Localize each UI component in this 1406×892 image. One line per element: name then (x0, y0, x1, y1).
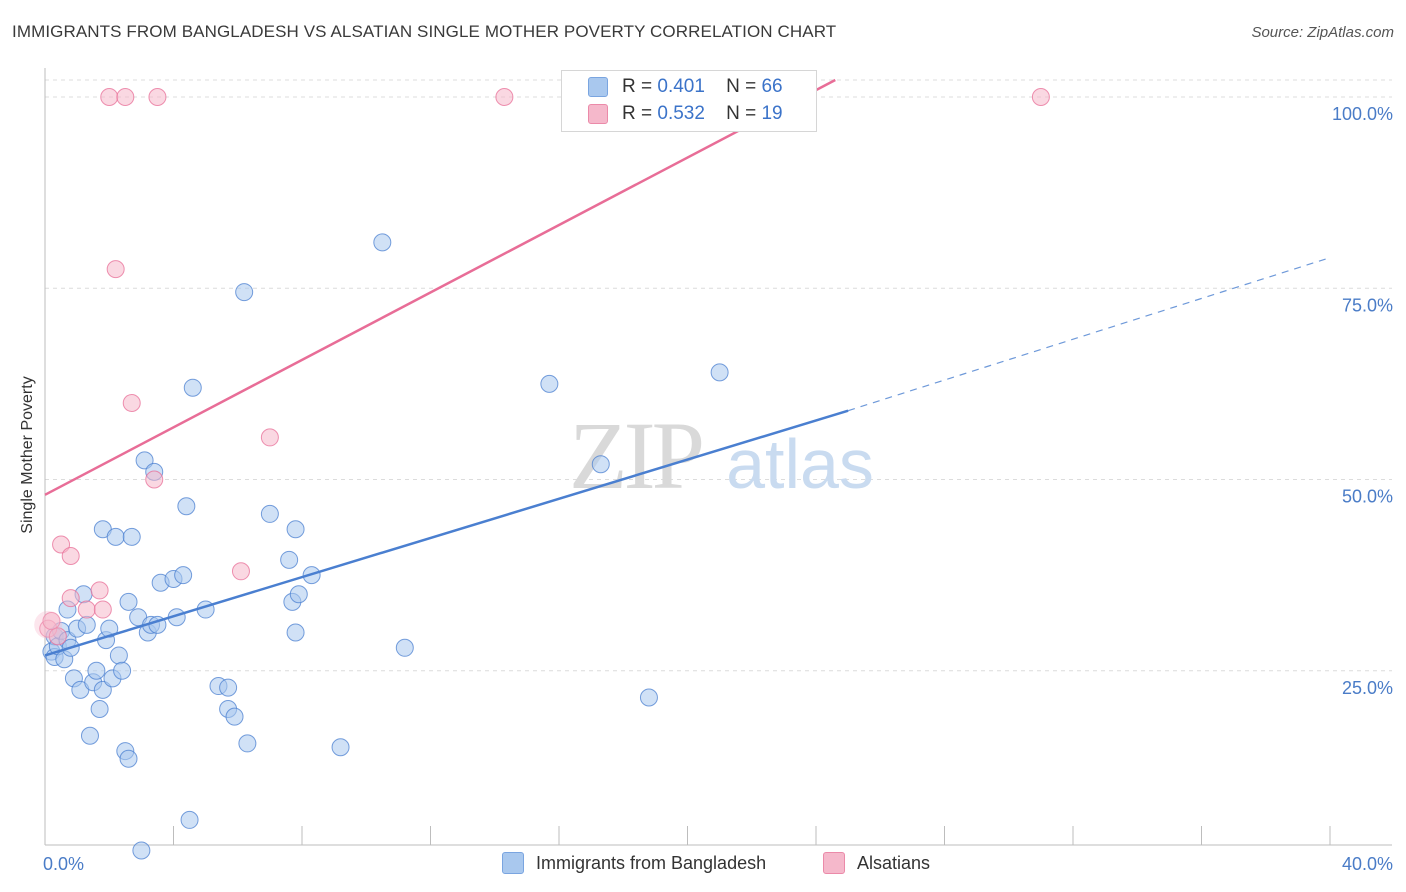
bangladesh-point (106, 527, 125, 546)
bangladesh-point (100, 619, 119, 638)
bangladesh-point (395, 638, 414, 657)
y-tick-label: 75.0% (1342, 295, 1393, 315)
axes (44, 68, 1392, 846)
alsatians-legend-label: Alsatians (857, 852, 931, 873)
bangladesh-point (113, 661, 132, 680)
r-label: R = (622, 103, 653, 124)
x-tick-label: 0.0% (43, 854, 84, 874)
alsatians-point (93, 600, 112, 619)
alsatians-point (90, 581, 109, 600)
y-tick-label: 25.0% (1342, 678, 1393, 698)
bangladesh-point (109, 646, 128, 665)
bangladesh-point (280, 550, 299, 569)
bangladesh-point (90, 700, 109, 718)
bangladesh-point (540, 374, 559, 393)
bangladesh-point (238, 734, 257, 753)
bangladesh-point (286, 520, 305, 539)
data-points (34, 88, 1050, 860)
bangladesh-point (235, 283, 254, 302)
bangladesh-point (180, 810, 199, 829)
alsatians-point (61, 547, 80, 565)
bangladesh-point (219, 678, 238, 697)
source-label: Source: ZipAtlas.com (1251, 24, 1394, 41)
legend-item-bangladesh: Immigrants from Bangladesh (502, 852, 766, 874)
alsatians-point (52, 535, 71, 554)
bangladesh-point (93, 680, 112, 699)
bangladesh-point (119, 592, 138, 611)
bangladesh-point (373, 233, 392, 252)
tick-labels: 25.0% 50.0% 75.0% 100.0% 0.0% 40.0% (43, 104, 1393, 874)
alsatians-point (148, 88, 167, 106)
bangladesh-legend-label: Immigrants from Bangladesh (536, 852, 767, 873)
alsatians-swatch (588, 104, 608, 124)
bangladesh-point (286, 623, 305, 642)
stats-row-alsatians: R = 0.532 N = 19 (588, 102, 783, 126)
bangladesh-point (289, 585, 308, 604)
alsatians-point (116, 88, 135, 106)
bangladesh-point (591, 455, 610, 474)
x-tick-label: 40.0% (1342, 854, 1393, 874)
y-tick-label: 100.0% (1332, 104, 1393, 124)
alsatians-point (34, 610, 63, 639)
r-value-alsatians: 0.532 (657, 103, 705, 124)
legend-item-alsatians: Alsatians (823, 852, 930, 874)
bangladesh-point (177, 497, 196, 516)
alsatians-point (1031, 88, 1050, 106)
alsatians-point (495, 88, 514, 106)
bangladesh-trend-line (44, 409, 849, 657)
watermark: ZIP atlas (569, 402, 874, 509)
bangladesh-point (87, 661, 106, 680)
y-tick-label: 50.0% (1342, 487, 1393, 507)
bangladesh-point (260, 504, 279, 523)
bangladesh-trend-extension (847, 257, 1331, 412)
bangladesh-point (174, 566, 193, 585)
alsatians-point (231, 562, 250, 581)
bangladesh-point (225, 707, 244, 726)
bangladesh-point (183, 378, 202, 397)
bangladesh-swatch (588, 77, 608, 97)
n-value-alsatians: 19 (761, 103, 783, 124)
watermark-atlas: atlas (726, 425, 874, 503)
r-value-bangladesh: 0.401 (657, 76, 705, 97)
bangladesh-point (331, 738, 350, 757)
alsatians-point (61, 589, 80, 608)
n-label: N = (726, 76, 757, 97)
alsatians-point (145, 470, 164, 489)
bangladesh-point (710, 363, 729, 382)
bangladesh-point (135, 451, 154, 470)
bangladesh-point (122, 527, 141, 546)
alsatians-point (77, 600, 96, 619)
chart-title: IMMIGRANTS FROM BANGLADESH VS ALSATIAN S… (12, 22, 837, 41)
bangladesh-point (77, 615, 96, 634)
trend-lines (44, 78, 1331, 657)
alsatians-point (48, 627, 67, 646)
alsatians-point (100, 88, 119, 106)
alsatians-legend-swatch (823, 852, 845, 874)
bangladesh-point (80, 726, 99, 745)
alsatians-point (260, 428, 279, 447)
n-label: N = (726, 103, 757, 124)
watermark-zip: ZIP (569, 402, 702, 509)
bangladesh-point (639, 688, 658, 707)
r-label: R = (622, 76, 653, 97)
bangladesh-point (119, 749, 138, 768)
n-value-bangladesh: 66 (761, 76, 783, 97)
alsatians-point (122, 394, 141, 412)
bangladesh-point (132, 841, 151, 860)
bangladesh-legend-swatch (502, 852, 524, 874)
alsatians-point (42, 612, 61, 631)
alsatians-point (106, 260, 125, 279)
alsatians-trend-line (44, 78, 836, 496)
stats-legend: R = 0.401 N = 66 R = 0.532 N = 19 (561, 70, 817, 132)
stats-row-bangladesh: R = 0.401 N = 66 (588, 75, 783, 99)
